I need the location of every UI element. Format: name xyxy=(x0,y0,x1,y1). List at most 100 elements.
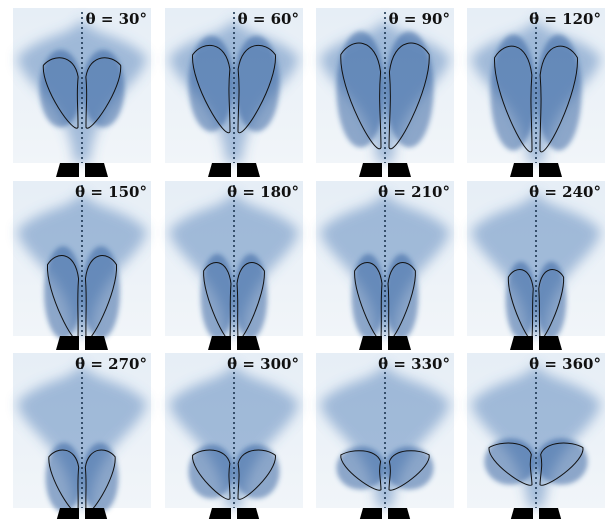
lobe-shade xyxy=(505,261,536,340)
panel: θ = 60° xyxy=(165,8,303,177)
contour xyxy=(539,45,578,153)
lobe-shade xyxy=(82,49,125,128)
nozzle xyxy=(539,508,562,519)
nozzle xyxy=(85,336,108,350)
lobe-shade xyxy=(536,438,588,485)
contour xyxy=(539,442,584,486)
panel-label: θ = 120° xyxy=(529,10,601,28)
lobe-shade xyxy=(39,49,82,128)
lobe-shade xyxy=(188,35,234,132)
contour xyxy=(494,45,533,153)
plume xyxy=(320,363,450,508)
panel-label: θ = 90° xyxy=(389,10,450,28)
nozzle xyxy=(237,508,260,519)
contour xyxy=(236,262,265,341)
contour xyxy=(388,42,430,150)
contour xyxy=(507,269,534,341)
panel-label: θ = 330° xyxy=(378,355,450,373)
nozzle xyxy=(208,163,231,177)
panel: θ = 180° xyxy=(165,181,303,350)
contour xyxy=(42,57,79,129)
plume xyxy=(17,18,147,163)
panel: θ = 30° xyxy=(13,8,151,177)
contour xyxy=(388,450,430,491)
nozzle xyxy=(388,163,411,177)
lobe-shade xyxy=(536,261,567,340)
panel: θ = 90° xyxy=(316,8,454,177)
lobe-shade xyxy=(82,246,120,340)
nozzle xyxy=(539,163,562,177)
contour xyxy=(85,57,122,129)
lobe-shade xyxy=(82,442,119,513)
nozzle xyxy=(510,163,533,177)
lobe-shade xyxy=(336,31,385,148)
lobe-shade xyxy=(188,444,234,499)
plume xyxy=(17,363,147,508)
panel-label: θ = 210° xyxy=(378,183,450,201)
lobe-shade xyxy=(45,442,82,513)
contour xyxy=(84,255,118,341)
panel: θ = 330° xyxy=(316,353,454,519)
lobe-shade xyxy=(385,253,419,340)
contour xyxy=(192,449,231,500)
lobe-shade xyxy=(385,31,434,148)
nozzle xyxy=(510,336,533,350)
nozzle xyxy=(359,163,382,177)
panel-label: θ = 30° xyxy=(86,10,147,28)
panel-label: θ = 300° xyxy=(227,355,299,373)
contour xyxy=(192,44,231,134)
lobe-shade xyxy=(200,253,234,340)
panel-label: θ = 180° xyxy=(227,183,299,201)
nozzle xyxy=(539,336,562,350)
nozzle xyxy=(208,336,231,350)
contour xyxy=(48,449,80,514)
nozzle xyxy=(388,336,411,350)
nozzle xyxy=(388,508,411,519)
nozzle xyxy=(56,163,79,177)
plume xyxy=(169,191,299,336)
lobe-shade xyxy=(233,444,280,499)
plume xyxy=(320,191,450,336)
panel-label: θ = 240° xyxy=(529,183,601,201)
contour xyxy=(237,449,276,500)
panel-label: θ = 360° xyxy=(529,355,601,373)
panel: θ = 300° xyxy=(165,353,303,519)
lobe-shade xyxy=(234,253,268,340)
panel-label: θ = 270° xyxy=(75,355,147,373)
lobe-shade xyxy=(233,35,280,132)
lobe-shade xyxy=(351,253,385,340)
plume xyxy=(471,363,601,508)
contour xyxy=(46,255,80,341)
nozzle xyxy=(237,336,260,350)
nozzle xyxy=(510,508,533,519)
panel: θ = 270° xyxy=(13,353,151,519)
contour xyxy=(340,42,382,150)
lobe-shade xyxy=(385,446,434,490)
lobe-shade xyxy=(336,446,385,490)
nozzle xyxy=(359,336,382,350)
lobe-shade xyxy=(536,34,582,151)
panel: θ = 360° xyxy=(467,353,605,519)
contour xyxy=(538,269,565,341)
panel: θ = 150° xyxy=(13,181,151,350)
nozzle xyxy=(85,508,108,519)
plume xyxy=(17,191,147,336)
contour xyxy=(488,442,533,486)
lobe-shade xyxy=(490,34,536,151)
contour xyxy=(340,450,382,491)
nozzle xyxy=(85,163,108,177)
panel-label: θ = 60° xyxy=(238,10,299,28)
plume xyxy=(471,191,601,336)
lobe-shade xyxy=(484,438,536,485)
contour xyxy=(237,44,276,134)
panel: θ = 210° xyxy=(316,181,454,350)
plume xyxy=(169,363,299,508)
contour xyxy=(387,262,416,341)
contour xyxy=(203,262,232,341)
contour xyxy=(84,449,116,514)
nozzle xyxy=(237,163,260,177)
contour xyxy=(354,262,383,341)
lobe-shade xyxy=(44,246,82,340)
nozzle xyxy=(56,336,79,350)
